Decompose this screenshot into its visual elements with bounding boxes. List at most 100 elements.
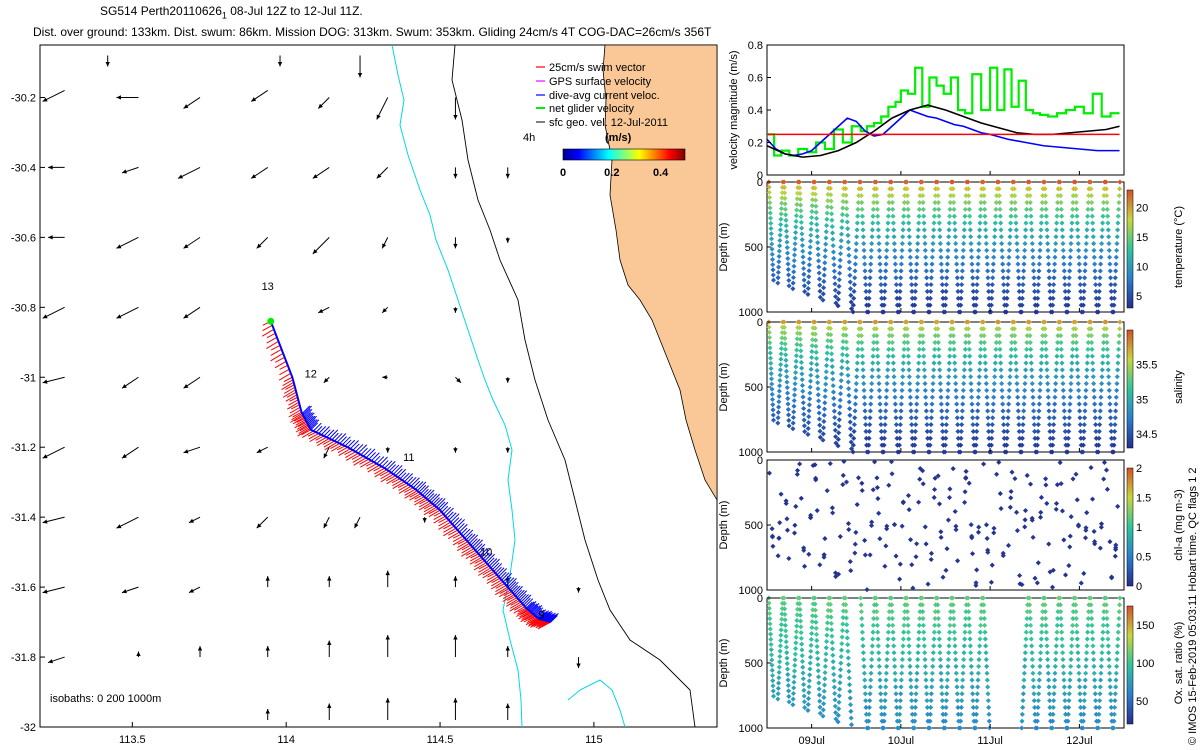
profile-point <box>808 514 814 520</box>
profile-point <box>1113 268 1119 274</box>
profile-point <box>1083 241 1089 247</box>
profile-point <box>878 698 884 704</box>
profile-point <box>1112 704 1118 711</box>
profile-point <box>1024 193 1030 199</box>
profile-point <box>768 365 774 372</box>
profile-point <box>974 422 980 428</box>
profile-point <box>870 636 876 642</box>
swim-vector <box>336 445 346 451</box>
profile-point <box>1067 401 1073 407</box>
profile-point <box>1000 261 1006 267</box>
profile-point <box>967 629 973 635</box>
profile-point <box>1053 657 1059 663</box>
profile-point <box>837 404 843 410</box>
profile-point <box>869 657 875 663</box>
profile-point <box>820 437 826 443</box>
profile-point <box>1085 622 1091 628</box>
profile-point <box>821 278 827 285</box>
profile-point <box>938 261 944 267</box>
profile-point <box>1009 339 1015 346</box>
dac-vector <box>416 481 427 492</box>
dac-vector <box>523 597 531 606</box>
profile-point <box>890 622 896 628</box>
profile-point <box>812 319 818 325</box>
profile-point <box>817 288 823 294</box>
swim-vector <box>266 340 279 349</box>
profile-point <box>985 275 991 281</box>
profile-point <box>932 622 938 628</box>
profile-point <box>1091 381 1097 387</box>
profile-point <box>960 261 966 267</box>
profile-point <box>846 662 852 668</box>
profile-point <box>1027 615 1033 622</box>
profile-point <box>1075 657 1081 663</box>
dac-vector <box>459 523 468 533</box>
profile-point <box>904 319 910 325</box>
profile-point <box>888 595 894 601</box>
profile-point <box>928 550 935 556</box>
profile-point <box>1028 629 1034 635</box>
profile-point <box>1082 261 1088 267</box>
dac-vector <box>328 429 339 439</box>
profile-point <box>939 408 945 414</box>
profile-point <box>985 415 991 421</box>
profile-point <box>1116 333 1122 339</box>
profile-point <box>902 333 908 339</box>
profile-point <box>1000 553 1006 559</box>
profile-point <box>1074 636 1080 642</box>
swim-vector <box>366 463 377 470</box>
dac-vector <box>540 612 549 620</box>
profile-point <box>948 193 954 199</box>
profile-point <box>1036 408 1042 414</box>
profile-point <box>777 232 783 238</box>
profile-point <box>946 227 952 233</box>
swim-vector <box>522 612 532 618</box>
profile-point <box>1000 401 1006 407</box>
geo-vector-head <box>42 97 48 102</box>
profile-point <box>1099 234 1105 240</box>
profile-point <box>1104 199 1110 206</box>
profile-point <box>769 662 775 668</box>
profile-point <box>931 636 937 642</box>
profile-point <box>924 704 930 711</box>
swim-vector <box>506 597 518 604</box>
profile-point <box>974 282 980 288</box>
profile-point <box>1096 435 1102 441</box>
profile-point <box>965 326 971 332</box>
profile-point <box>1076 387 1082 393</box>
profile-colorbar-label: chl-a (mg m-3) <box>1173 489 1185 561</box>
profile-point <box>891 643 897 649</box>
profile-point <box>775 696 781 702</box>
profile-point <box>783 352 789 358</box>
profile-point <box>1115 629 1121 635</box>
profile-point <box>806 402 812 408</box>
profile-point <box>1045 387 1051 393</box>
velocity-ytick-label: 0 <box>757 170 763 182</box>
profile-point <box>1021 408 1027 414</box>
swim-vector <box>503 591 512 597</box>
profile-point <box>859 615 865 622</box>
profile-point <box>1047 422 1053 428</box>
profile-point <box>792 241 798 247</box>
profile-point <box>1039 615 1045 622</box>
profile-point <box>824 216 830 222</box>
profile-point <box>1074 622 1080 628</box>
dac-vector <box>526 601 535 610</box>
profile-point <box>1027 481 1034 487</box>
dac-vector <box>485 553 496 563</box>
profile-point <box>943 711 949 717</box>
profile-point <box>1054 353 1060 359</box>
geo-vector-head <box>385 448 390 453</box>
profile-point <box>881 725 887 731</box>
profile-point <box>850 309 856 315</box>
profile-point <box>968 387 974 393</box>
profile-point <box>832 287 838 293</box>
profile-point <box>960 401 966 407</box>
profile-point <box>1019 725 1025 731</box>
profile-point <box>861 663 867 669</box>
swim-vector <box>315 435 325 441</box>
dac-vector <box>465 533 473 541</box>
profile-point <box>777 520 783 526</box>
profile-point <box>902 193 908 199</box>
